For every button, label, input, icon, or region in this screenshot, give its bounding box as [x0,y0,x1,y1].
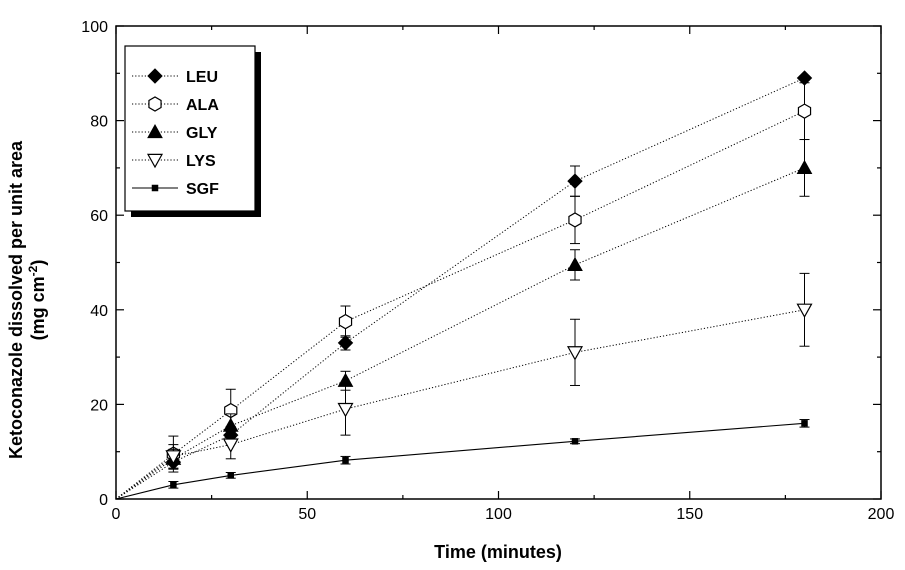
series-line [115,309,805,500]
data-point [338,313,353,330]
legend-label: LYS [186,153,216,170]
x-axis-title: Time (minutes) [434,542,562,562]
series-lys [115,272,813,500]
data-point [151,184,159,192]
legend: LEU ALA GLY LYS SGF [124,45,261,217]
tick-labels: 0 50 100 150 200 0 20 40 60 80 100 [81,19,894,523]
data-point [227,472,234,479]
data-point [222,438,239,453]
series-line [115,110,805,500]
data-point [567,173,583,189]
data-point [147,68,163,84]
data-point [568,212,582,228]
data-point [146,153,164,169]
y-axis-title-line1: Ketoconazole dissolved per unit area [6,140,26,459]
y-axis-unit-prefix: (mg cm [28,276,48,340]
data-point [796,159,813,174]
data-point [165,450,182,465]
data-point [801,420,808,427]
x-tick-label: 50 [298,506,316,523]
data-point [571,438,579,445]
legend-box [124,45,256,212]
legend-item-lys: LYS [132,153,216,170]
y-tick-label: 60 [90,208,108,225]
x-tick-label: 100 [485,506,512,523]
y-axis-title-line2: (mg cm-2) [26,260,48,341]
x-tick-label: 150 [676,506,703,523]
y-axis-title: Ketoconazole dissolved per unit area (mg… [6,140,48,459]
data-point [148,96,162,112]
legend-item-ala: ALA [132,96,219,114]
y-axis-unit-exponent: -2 [26,265,40,276]
data-point [567,256,583,271]
series-line [115,422,805,500]
axis-ticks [115,25,882,500]
x-tick-label: 0 [112,506,121,523]
data-point [566,346,584,361]
data-point [222,417,239,432]
legend-label: LEU [186,69,218,86]
data-point [797,103,812,119]
legend-items: LEU ALA GLY LYS SGF [132,68,219,198]
data-point [796,303,813,319]
data-point [342,456,349,464]
series-line [115,77,805,500]
legend-label: ALA [186,97,219,114]
x-tick-label: 200 [868,506,895,523]
data-point [337,402,354,418]
legend-label: SGF [186,181,219,198]
y-tick-label: 100 [81,19,108,36]
data-point [147,123,163,139]
series-layer [115,70,813,500]
y-tick-label: 0 [99,492,108,509]
legend-item-gly: GLY [132,123,218,142]
y-axis-unit-suffix: ) [28,260,48,266]
legend-item-sgf: SGF [132,181,219,198]
series-sgf [115,419,810,500]
legend-label: GLY [186,125,218,142]
data-point [170,481,177,489]
y-tick-label: 40 [90,303,108,320]
legend-item-leu: LEU [132,68,218,86]
y-tick-label: 20 [90,397,108,414]
series-line [115,167,805,500]
y-tick-label: 80 [90,114,108,131]
data-point [337,335,354,351]
